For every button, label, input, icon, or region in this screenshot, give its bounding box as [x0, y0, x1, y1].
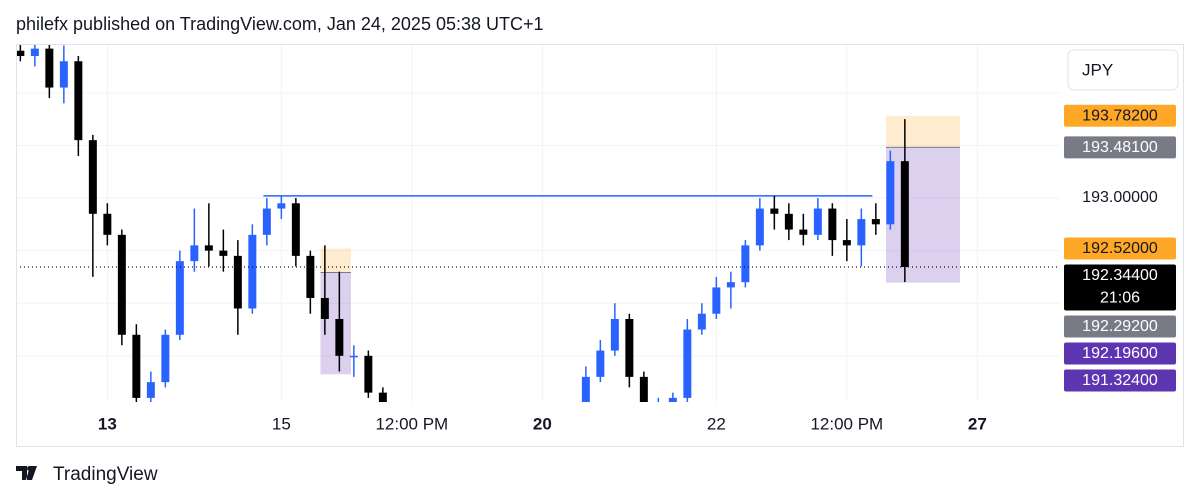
- candle-body: [697, 313, 706, 330]
- candle-body: [277, 203, 286, 209]
- candle-body: [625, 318, 634, 377]
- candle-body: [726, 282, 735, 288]
- price-label-box: [1064, 369, 1176, 392]
- countdown-label: 21:06: [1100, 290, 1140, 307]
- footer-brand: TradingView: [53, 464, 158, 485]
- logo-dot: [27, 466, 32, 471]
- candle-body: [596, 350, 605, 377]
- x-tick-label: 15: [272, 414, 291, 433]
- candle-body: [175, 261, 184, 335]
- candle-body: [320, 297, 329, 319]
- candle-body: [378, 392, 387, 402]
- candle-body: [857, 219, 866, 246]
- profit-zone: [886, 115, 960, 148]
- price-label-box: [1064, 264, 1176, 311]
- candle-body: [495, 450, 503, 461]
- candle-body: [799, 229, 808, 235]
- price-label: 192.29200: [1082, 318, 1158, 335]
- candle-body: [349, 355, 358, 358]
- price-label-box: [1064, 342, 1176, 365]
- candle-body: [335, 318, 344, 356]
- candle-body: [17, 50, 25, 56]
- candle-body: [683, 329, 692, 398]
- candle-body: [88, 140, 97, 214]
- candle-body: [437, 456, 445, 461]
- tradingview-logo: [16, 466, 37, 480]
- candle-body: [886, 161, 895, 225]
- candle-body: [784, 213, 793, 230]
- x-tick-label: 12:00 PM: [375, 414, 448, 433]
- candle-body: [553, 424, 561, 429]
- candle-body: [842, 240, 851, 246]
- currency-button[interactable]: [1067, 49, 1179, 91]
- candle-body: [451, 461, 459, 466]
- candle-body: [233, 255, 242, 309]
- candle-body: [581, 376, 590, 402]
- candle-body: [74, 61, 83, 141]
- plot-area: [17, 45, 1060, 472]
- candle-body: [639, 376, 648, 402]
- candle-body: [610, 318, 619, 351]
- x-tick-label: 27: [968, 414, 987, 433]
- candle-body: [103, 213, 112, 235]
- currency-label: JPY: [1082, 60, 1113, 79]
- price-label-box: [1064, 136, 1176, 159]
- candle-body: [480, 461, 488, 472]
- candle-body: [30, 48, 39, 56]
- candle-body: [262, 208, 271, 235]
- loss-zone: [886, 147, 960, 283]
- candle-body: [132, 334, 141, 398]
- chart-frame: [16, 44, 1184, 447]
- candle-body: [248, 234, 257, 309]
- y-tick-label: 193.00000: [1082, 189, 1158, 206]
- candle-body: [668, 397, 677, 402]
- candle-body: [306, 255, 315, 298]
- candle-body: [291, 203, 300, 256]
- price-label-box: [1064, 104, 1176, 127]
- candle-body: [45, 48, 54, 88]
- price-label: 192.19600: [1082, 345, 1158, 362]
- candle-body: [654, 403, 662, 408]
- candle-body: [364, 355, 373, 393]
- candle-body: [813, 208, 822, 235]
- price-label: 192.52000: [1082, 240, 1158, 257]
- candle-body: [219, 250, 228, 256]
- candle-body: [828, 208, 837, 241]
- candle-body: [161, 334, 170, 383]
- price-axis: 193.00000 193.78200 193.48100 192.52000 192.…: [1064, 104, 1176, 392]
- x-tick-label: 13: [98, 414, 117, 433]
- logo-icon: [16, 466, 37, 480]
- candle-body: [59, 61, 68, 88]
- candle-body: [755, 208, 764, 246]
- price-label-box: [1064, 237, 1176, 260]
- candle-body: [567, 414, 575, 425]
- candle-body: [741, 245, 750, 283]
- x-tick-label: 12:00 PM: [810, 414, 883, 433]
- price-label: 192.34400: [1082, 267, 1158, 284]
- candle-body: [146, 382, 155, 398]
- candle-body: [117, 234, 126, 335]
- x-tick-label: 22: [707, 414, 726, 433]
- candle-body: [190, 245, 199, 262]
- price-label: 191.32400: [1082, 372, 1158, 389]
- grid: [17, 45, 1060, 402]
- candle-body: [712, 287, 721, 314]
- candle-body: [770, 208, 779, 214]
- candle-body: [871, 219, 880, 225]
- candle-body: [204, 245, 213, 251]
- publish-header: philefx published on TradingView.com, Ja…: [16, 14, 544, 34]
- price-label: 193.48100: [1082, 139, 1158, 156]
- price-label-box: [1064, 315, 1176, 338]
- x-tick-label: 20: [533, 414, 552, 433]
- candle-body: [509, 440, 517, 451]
- candle-body: [408, 440, 416, 451]
- price-label: 193.78200: [1082, 107, 1158, 124]
- candle-body: [524, 435, 532, 440]
- candle-body: [422, 450, 430, 455]
- candle-body: [900, 161, 909, 268]
- candle-body: [466, 466, 474, 471]
